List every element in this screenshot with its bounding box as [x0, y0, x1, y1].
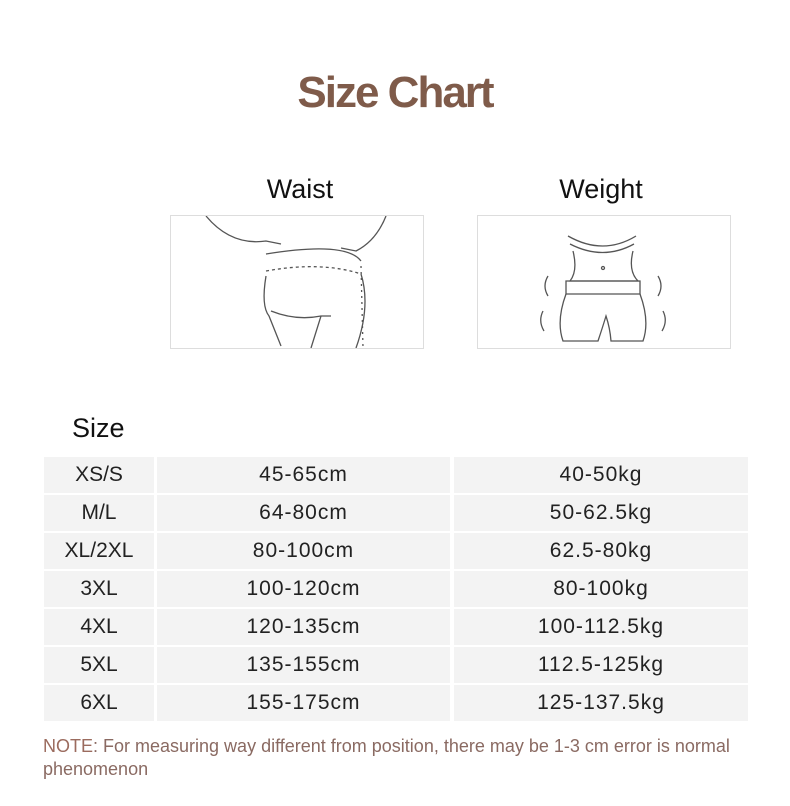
weight-cell: 125-137.5kg: [454, 685, 748, 721]
table-row: M/L 64-80cm 50-62.5kg: [44, 495, 748, 531]
weight-label: Weight: [559, 174, 643, 204]
page-title: Size Chart: [297, 68, 494, 117]
size-cell: XL/2XL: [44, 533, 154, 569]
size-cell: XS/S: [44, 457, 154, 493]
weight-cell: 62.5-80kg: [454, 533, 748, 569]
weight-cell: 100-112.5kg: [454, 609, 748, 645]
table-row: 3XL 100-120cm 80-100kg: [44, 571, 748, 607]
waist-cell: 120-135cm: [157, 609, 450, 645]
waist-cell: 80-100cm: [157, 533, 450, 569]
note: NOTE: For measuring way different from p…: [43, 735, 763, 781]
waist-cell: 64-80cm: [157, 495, 450, 531]
size-cell: 3XL: [44, 571, 154, 607]
size-column-header: Size: [72, 413, 125, 443]
table-row: 6XL 155-175cm 125-137.5kg: [44, 685, 748, 721]
table-row: XS/S 45-65cm 40-50kg: [44, 457, 748, 493]
waist-label: Waist: [266, 174, 334, 204]
table-row: 4XL 120-135cm 100-112.5kg: [44, 609, 748, 645]
waist-cell: 100-120cm: [157, 571, 450, 607]
waist-illustration: [170, 215, 424, 349]
weight-cell: 50-62.5kg: [454, 495, 748, 531]
note-label: NOTE: [43, 736, 94, 756]
size-cell: 5XL: [44, 647, 154, 683]
size-cell: 4XL: [44, 609, 154, 645]
weight-cell: 80-100kg: [454, 571, 748, 607]
waist-cell: 155-175cm: [157, 685, 450, 721]
table-row: XL/2XL 80-100cm 62.5-80kg: [44, 533, 748, 569]
weight-cell: 40-50kg: [454, 457, 748, 493]
waist-cell: 135-155cm: [157, 647, 450, 683]
waist-cell: 45-65cm: [157, 457, 450, 493]
weight-illustration: [477, 215, 731, 349]
weight-cell: 112.5-125kg: [454, 647, 748, 683]
table-row: 5XL 135-155cm 112.5-125kg: [44, 647, 748, 683]
note-text: : For measuring way different from posit…: [43, 736, 730, 779]
size-cell: M/L: [44, 495, 154, 531]
size-cell: 6XL: [44, 685, 154, 721]
